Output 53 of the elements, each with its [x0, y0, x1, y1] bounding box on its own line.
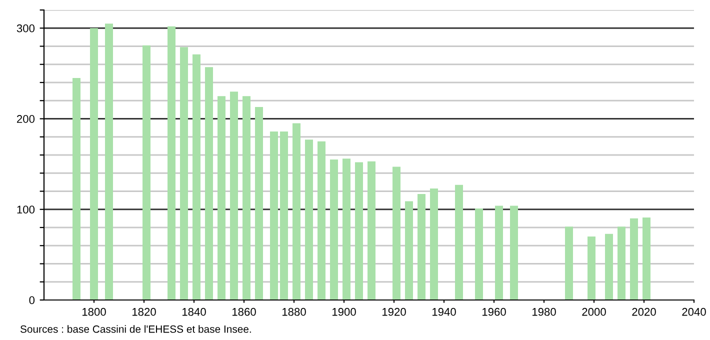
bar [392, 166, 400, 300]
bar [510, 206, 518, 300]
bar [230, 92, 238, 300]
bar [192, 54, 200, 300]
y-tick-label: 0 [29, 296, 35, 304]
bar [205, 67, 213, 300]
bar [630, 218, 638, 300]
x-tick-label: 1880 [282, 308, 306, 316]
bar [242, 96, 250, 300]
x-tick-label: 1960 [482, 308, 506, 316]
x-tick-label: 1980 [532, 308, 556, 316]
bar [475, 208, 483, 300]
bar [565, 226, 573, 300]
bar [418, 194, 426, 300]
x-tick-label: 2040 [682, 308, 706, 316]
x-tick-label: 1920 [382, 308, 406, 316]
bar [588, 236, 596, 300]
bar [605, 234, 613, 300]
bar [142, 45, 150, 300]
bar [405, 201, 413, 300]
bar [72, 78, 80, 300]
bar [180, 47, 188, 300]
bar [255, 106, 263, 300]
bar [342, 158, 350, 300]
bar [430, 188, 438, 300]
x-tick-label: 1940 [432, 308, 456, 316]
bar [305, 140, 313, 300]
bar [355, 162, 363, 300]
bar [368, 161, 376, 300]
x-tick-label: 1840 [182, 308, 206, 316]
x-tick-label: 1900 [332, 308, 356, 316]
y-tick-label: 300 [16, 24, 35, 32]
bar [330, 160, 338, 300]
x-tick-label: 2000 [582, 308, 606, 316]
y-tick-label: 100 [17, 206, 35, 214]
x-tick-label: 1800 [82, 308, 106, 316]
bar [168, 26, 176, 300]
bar [642, 218, 650, 300]
bar [455, 184, 463, 300]
bar [318, 141, 326, 300]
bar [105, 24, 113, 300]
x-tick-label: 2020 [632, 308, 656, 316]
bar [495, 206, 503, 300]
x-tick-label: 1820 [132, 308, 156, 316]
bar [280, 131, 288, 300]
bar [292, 123, 300, 300]
bar [618, 226, 626, 300]
bar [218, 96, 226, 300]
x-tick-label: 1860 [232, 308, 256, 316]
source-note: Sources : base Cassini de l'EHESS et base Insee. [20, 325, 251, 333]
bar [90, 28, 98, 300]
y-tick-label: 200 [16, 115, 35, 123]
bar [270, 131, 278, 300]
